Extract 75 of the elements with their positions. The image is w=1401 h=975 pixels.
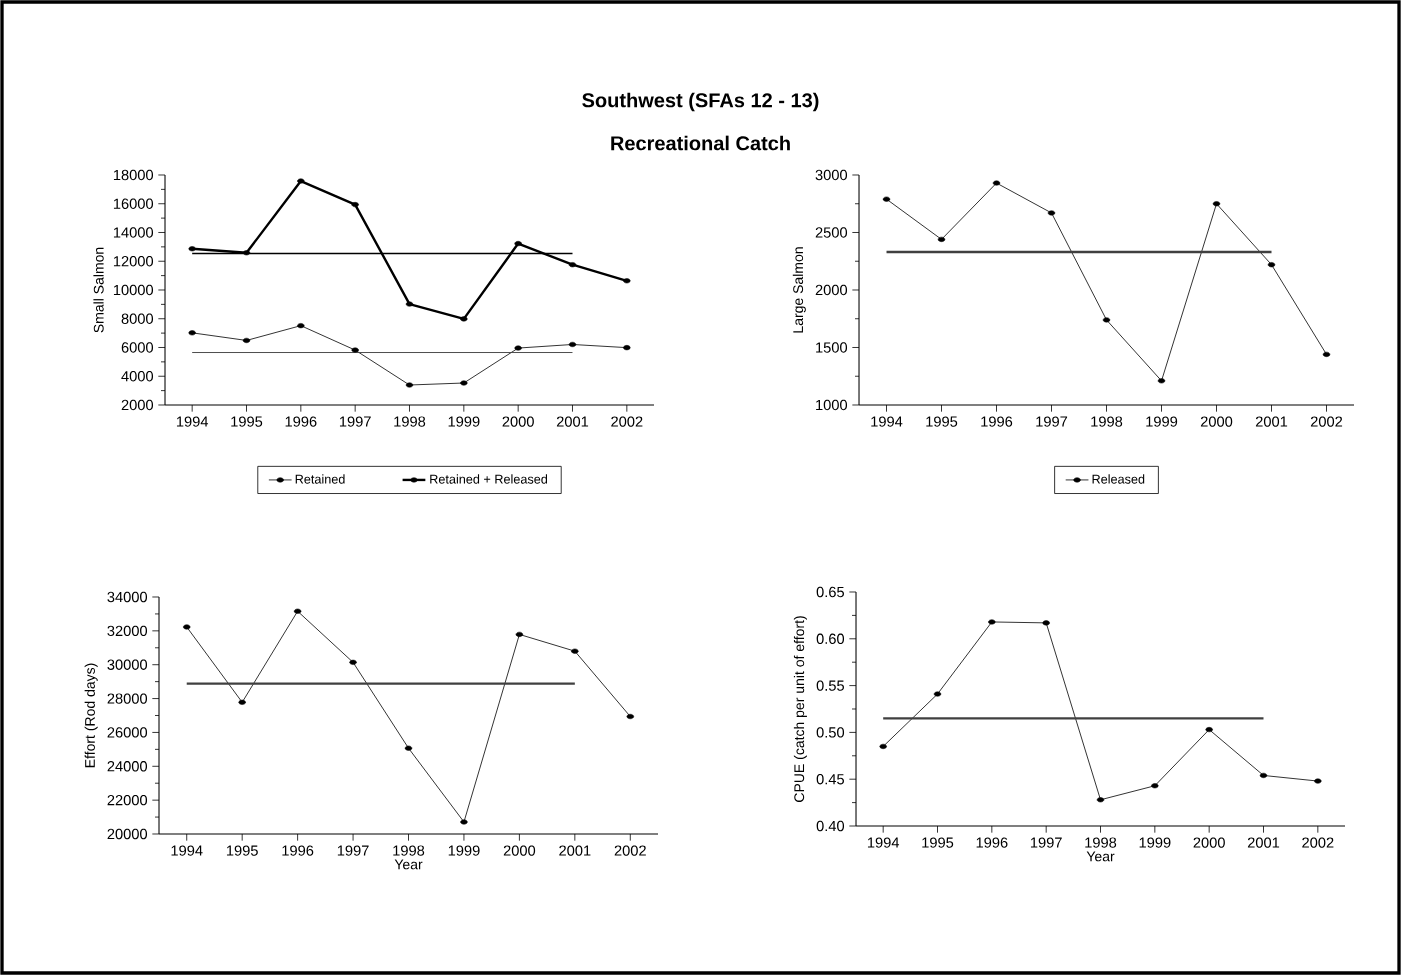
x-tick-label: 1998: [1091, 416, 1123, 427]
legend-label: Retained: [295, 474, 345, 484]
y-axis-title: Small Salmon: [93, 247, 104, 333]
text: Recreational Catch: [611, 135, 790, 151]
y-tick-label: 34000: [107, 591, 148, 603]
x-tick-label: 1997: [339, 416, 371, 427]
x-tick-label: 2000: [502, 416, 534, 427]
y-tick-label: 24000: [107, 761, 148, 772]
y-tick-label: 0.60: [816, 633, 845, 644]
y-tick-label: 26000: [107, 727, 148, 738]
x-tick-label: 1998: [1085, 837, 1117, 848]
y-tick-label: 4000: [121, 371, 154, 382]
x-tick-label: 1996: [981, 416, 1013, 427]
y-axis-title: Effort (Rod days): [84, 663, 98, 768]
y-tick-label: 6000: [121, 342, 154, 353]
x-tick-label: 2000: [1200, 416, 1233, 427]
y-tick-label: 1500: [816, 342, 848, 353]
y-tick-label: 12000: [113, 256, 154, 267]
x-tick-label: 2002: [1302, 837, 1334, 848]
x-tick-label: 1998: [394, 416, 426, 427]
y-tick-label: 2000: [121, 399, 154, 411]
x-tick-label: 1999: [1139, 837, 1171, 848]
x-tick-label: 1995: [226, 845, 258, 856]
y-tick-label: 14000: [113, 227, 154, 238]
x-tick-label: 1997: [1030, 837, 1062, 848]
y-tick-label: 0.65: [816, 586, 844, 598]
y-tick-label: 30000: [107, 659, 148, 670]
y-tick-label: 28000: [107, 693, 148, 704]
y-tick-label: 20000: [107, 828, 148, 840]
x-tick-label: 1996: [976, 837, 1008, 848]
x-tick-label: 1995: [922, 837, 954, 848]
x-tick-label: 2001: [559, 845, 591, 856]
x-tick-label: 2000: [1193, 837, 1225, 848]
x-tick-label: 1995: [231, 416, 263, 427]
y-tick-label: 3000: [815, 169, 848, 181]
y-axis-title: Large Salmon: [792, 247, 806, 333]
x-tick-label: 1997: [1036, 416, 1068, 427]
x-tick-label: 1999: [448, 416, 480, 427]
x-tick-label: 1996: [282, 845, 314, 856]
x-tick-label: 2001: [556, 416, 589, 427]
y-tick-label: 1000: [816, 399, 848, 411]
x-axis-title: Year: [394, 859, 423, 870]
text: Southwest (SFAs 12 - 13): [582, 92, 819, 112]
x-tick-label: 2002: [1310, 416, 1343, 427]
x-tick-label: 2002: [611, 416, 643, 427]
x-tick-label: 1999: [448, 845, 480, 856]
y-tick-label: 0.55: [816, 680, 844, 691]
y-tick-label: 0.45: [816, 774, 844, 785]
x-tick-label: 1997: [337, 845, 369, 856]
y-tick-label: 2000: [815, 284, 848, 296]
x-tick-label: 1995: [926, 416, 958, 427]
x-tick-label: 2001: [1247, 837, 1280, 848]
x-tick-label: 2002: [614, 845, 646, 856]
x-tick-label: 1996: [285, 416, 317, 427]
x-tick-label: 1994: [867, 837, 900, 848]
y-tick-label: 0.40: [816, 820, 845, 832]
x-tick-label: 1998: [393, 845, 425, 856]
y-axis-title: CPUE (catch per unit of effort): [793, 616, 807, 802]
x-tick-label: 1994: [871, 416, 903, 427]
y-tick-label: 18000: [113, 169, 154, 181]
y-tick-label: 0.50: [816, 727, 845, 738]
x-axis-title: Year: [1086, 851, 1115, 862]
x-tick-label: 2001: [1255, 416, 1288, 427]
y-tick-label: 10000: [113, 284, 154, 296]
x-tick-label: 1994: [176, 416, 209, 427]
y-tick-label: 2500: [815, 227, 848, 238]
x-tick-label: 1999: [1146, 416, 1178, 427]
y-tick-label: 16000: [113, 198, 154, 209]
legend-label: Retained + Released: [430, 474, 548, 484]
x-tick-label: 2000: [503, 845, 536, 856]
y-tick-label: 8000: [121, 313, 154, 324]
y-tick-label: 22000: [107, 794, 148, 806]
x-tick-label: 1994: [171, 845, 203, 856]
y-tick-label: 32000: [107, 625, 148, 637]
legend-label: Released: [1092, 474, 1145, 484]
